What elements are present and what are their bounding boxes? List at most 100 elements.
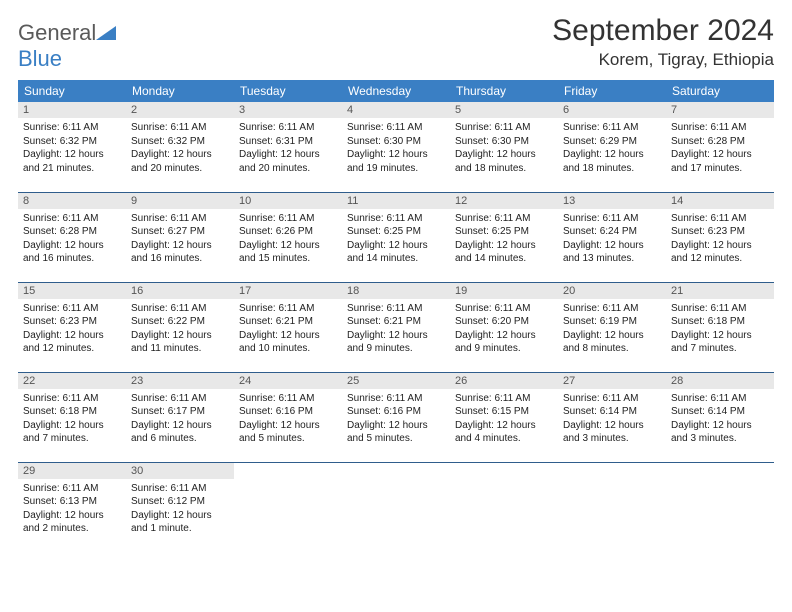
daylight: Daylight: 12 hours and 16 minutes. [131,239,229,266]
calendar-day-cell: 3Sunrise: 6:11 AMSunset: 6:31 PMDaylight… [234,102,342,192]
daylight: Daylight: 12 hours and 5 minutes. [347,419,445,446]
sunset: Sunset: 6:12 PM [131,495,229,509]
sunrise: Sunrise: 6:11 AM [23,212,121,226]
calendar-day-cell: 24Sunrise: 6:11 AMSunset: 6:16 PMDayligh… [234,372,342,462]
day-number: 23 [126,373,234,389]
calendar-day-cell: .. [558,462,666,552]
day-details: Sunrise: 6:11 AMSunset: 6:16 PMDaylight:… [234,389,342,449]
sunrise: Sunrise: 6:11 AM [23,392,121,406]
weekday-header: Tuesday [234,80,342,102]
sunrise: Sunrise: 6:11 AM [455,121,553,135]
day-number: 14 [666,193,774,209]
calendar-day-cell: .. [666,462,774,552]
weekday-header: Thursday [450,80,558,102]
calendar-day-cell: 16Sunrise: 6:11 AMSunset: 6:22 PMDayligh… [126,282,234,372]
calendar-day-cell: 20Sunrise: 6:11 AMSunset: 6:19 PMDayligh… [558,282,666,372]
day-details: Sunrise: 6:11 AMSunset: 6:14 PMDaylight:… [558,389,666,449]
sunset: Sunset: 6:20 PM [455,315,553,329]
sunrise: Sunrise: 6:11 AM [563,392,661,406]
calendar-week-row: 1Sunrise: 6:11 AMSunset: 6:32 PMDaylight… [18,102,774,192]
day-details: Sunrise: 6:11 AMSunset: 6:18 PMDaylight:… [18,389,126,449]
sunset: Sunset: 6:16 PM [239,405,337,419]
calendar-day-cell: 26Sunrise: 6:11 AMSunset: 6:15 PMDayligh… [450,372,558,462]
calendar-day-cell: 5Sunrise: 6:11 AMSunset: 6:30 PMDaylight… [450,102,558,192]
day-number: 1 [18,102,126,118]
calendar-week-row: 15Sunrise: 6:11 AMSunset: 6:23 PMDayligh… [18,282,774,372]
calendar-day-cell: 9Sunrise: 6:11 AMSunset: 6:27 PMDaylight… [126,192,234,282]
daylight: Daylight: 12 hours and 12 minutes. [23,329,121,356]
day-number: 20 [558,283,666,299]
daylight: Daylight: 12 hours and 1 minute. [131,509,229,536]
calendar-day-cell: 18Sunrise: 6:11 AMSunset: 6:21 PMDayligh… [342,282,450,372]
daylight: Daylight: 12 hours and 16 minutes. [23,239,121,266]
daylight: Daylight: 12 hours and 11 minutes. [131,329,229,356]
sunrise: Sunrise: 6:11 AM [671,212,769,226]
day-number: 22 [18,373,126,389]
day-details: Sunrise: 6:11 AMSunset: 6:29 PMDaylight:… [558,118,666,178]
sunset: Sunset: 6:28 PM [23,225,121,239]
calendar-day-cell: 19Sunrise: 6:11 AMSunset: 6:20 PMDayligh… [450,282,558,372]
calendar-day-cell: 15Sunrise: 6:11 AMSunset: 6:23 PMDayligh… [18,282,126,372]
sunrise: Sunrise: 6:11 AM [131,121,229,135]
day-number: 30 [126,463,234,479]
logo: General Blue [18,14,116,72]
sunrise: Sunrise: 6:11 AM [563,212,661,226]
calendar-day-cell: 28Sunrise: 6:11 AMSunset: 6:14 PMDayligh… [666,372,774,462]
day-number: 24 [234,373,342,389]
daylight: Daylight: 12 hours and 18 minutes. [563,148,661,175]
calendar-day-cell: 14Sunrise: 6:11 AMSunset: 6:23 PMDayligh… [666,192,774,282]
month-title: September 2024 [552,14,774,48]
calendar-week-row: 8Sunrise: 6:11 AMSunset: 6:28 PMDaylight… [18,192,774,282]
daylight: Daylight: 12 hours and 20 minutes. [131,148,229,175]
day-details: Sunrise: 6:11 AMSunset: 6:16 PMDaylight:… [342,389,450,449]
sunset: Sunset: 6:13 PM [23,495,121,509]
daylight: Daylight: 12 hours and 19 minutes. [347,148,445,175]
calendar-day-cell: 2Sunrise: 6:11 AMSunset: 6:32 PMDaylight… [126,102,234,192]
sunrise: Sunrise: 6:11 AM [563,302,661,316]
weekday-header-row: Sunday Monday Tuesday Wednesday Thursday… [18,80,774,102]
calendar-day-cell: .. [342,462,450,552]
day-number: 12 [450,193,558,209]
day-number: 21 [666,283,774,299]
sunset: Sunset: 6:29 PM [563,135,661,149]
day-details: Sunrise: 6:11 AMSunset: 6:12 PMDaylight:… [126,479,234,539]
daylight: Daylight: 12 hours and 4 minutes. [455,419,553,446]
sunrise: Sunrise: 6:11 AM [239,302,337,316]
sunrise: Sunrise: 6:11 AM [23,302,121,316]
day-details: Sunrise: 6:11 AMSunset: 6:23 PMDaylight:… [18,299,126,359]
logo-text: General Blue [18,20,116,72]
daylight: Daylight: 12 hours and 2 minutes. [23,509,121,536]
calendar-day-cell: 25Sunrise: 6:11 AMSunset: 6:16 PMDayligh… [342,372,450,462]
sunrise: Sunrise: 6:11 AM [239,212,337,226]
day-details: Sunrise: 6:11 AMSunset: 6:17 PMDaylight:… [126,389,234,449]
day-number: 5 [450,102,558,118]
logo-word1: General [18,20,96,45]
sunrise: Sunrise: 6:11 AM [671,392,769,406]
sunrise: Sunrise: 6:11 AM [455,212,553,226]
daylight: Daylight: 12 hours and 14 minutes. [455,239,553,266]
day-details: Sunrise: 6:11 AMSunset: 6:22 PMDaylight:… [126,299,234,359]
sunset: Sunset: 6:15 PM [455,405,553,419]
sunset: Sunset: 6:18 PM [23,405,121,419]
sunset: Sunset: 6:14 PM [671,405,769,419]
day-details: Sunrise: 6:11 AMSunset: 6:24 PMDaylight:… [558,209,666,269]
weekday-header: Monday [126,80,234,102]
sunset: Sunset: 6:21 PM [347,315,445,329]
day-details: Sunrise: 6:11 AMSunset: 6:26 PMDaylight:… [234,209,342,269]
day-details: Sunrise: 6:11 AMSunset: 6:20 PMDaylight:… [450,299,558,359]
day-number: 19 [450,283,558,299]
calendar-day-cell: .. [234,462,342,552]
daylight: Daylight: 12 hours and 9 minutes. [347,329,445,356]
day-number: 26 [450,373,558,389]
header: General Blue September 2024 Korem, Tigra… [18,14,774,72]
calendar-week-row: 29Sunrise: 6:11 AMSunset: 6:13 PMDayligh… [18,462,774,552]
calendar-day-cell: 7Sunrise: 6:11 AMSunset: 6:28 PMDaylight… [666,102,774,192]
day-number: 15 [18,283,126,299]
sunset: Sunset: 6:25 PM [455,225,553,239]
sunset: Sunset: 6:17 PM [131,405,229,419]
daylight: Daylight: 12 hours and 18 minutes. [455,148,553,175]
daylight: Daylight: 12 hours and 17 minutes. [671,148,769,175]
calendar-day-cell: 30Sunrise: 6:11 AMSunset: 6:12 PMDayligh… [126,462,234,552]
sunrise: Sunrise: 6:11 AM [347,212,445,226]
daylight: Daylight: 12 hours and 8 minutes. [563,329,661,356]
